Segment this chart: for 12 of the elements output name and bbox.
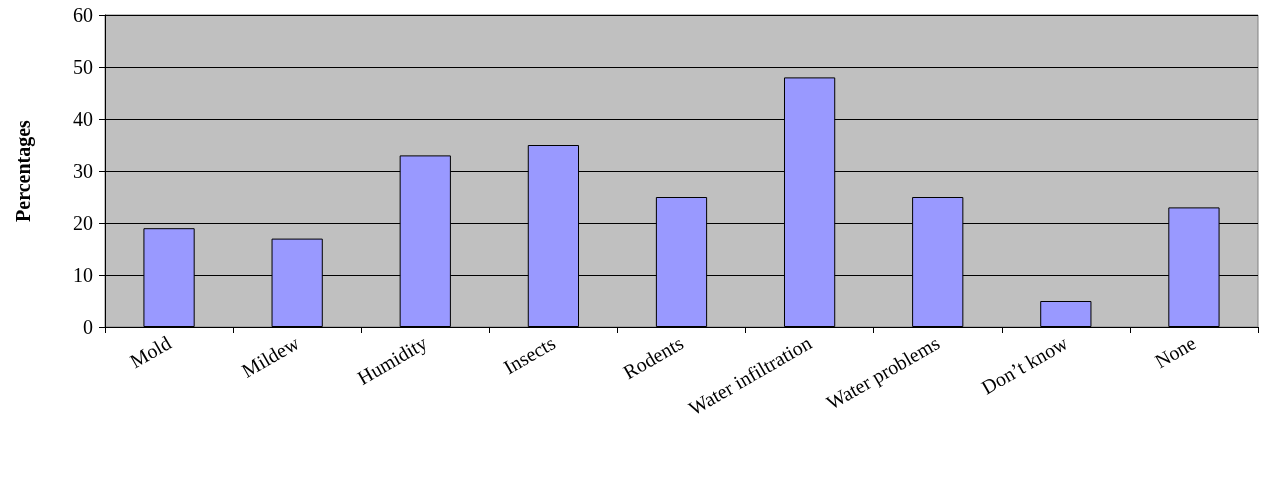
x-tick-label: None <box>1150 331 1200 373</box>
y-tick-label: 60 <box>73 4 93 26</box>
y-tick-label: 50 <box>73 56 93 78</box>
y-tick-label: 10 <box>73 264 93 286</box>
y-tick-label: 40 <box>73 108 93 130</box>
y-tick-label: 0 <box>83 316 93 338</box>
y-axis-title: Percentages <box>12 119 35 222</box>
x-tick-label: Mold <box>126 331 175 373</box>
y-tick-label: 30 <box>73 160 93 182</box>
bar <box>1040 301 1092 327</box>
x-tick-label: Don’t know <box>977 331 1072 399</box>
y-tick-label: 20 <box>73 212 93 234</box>
